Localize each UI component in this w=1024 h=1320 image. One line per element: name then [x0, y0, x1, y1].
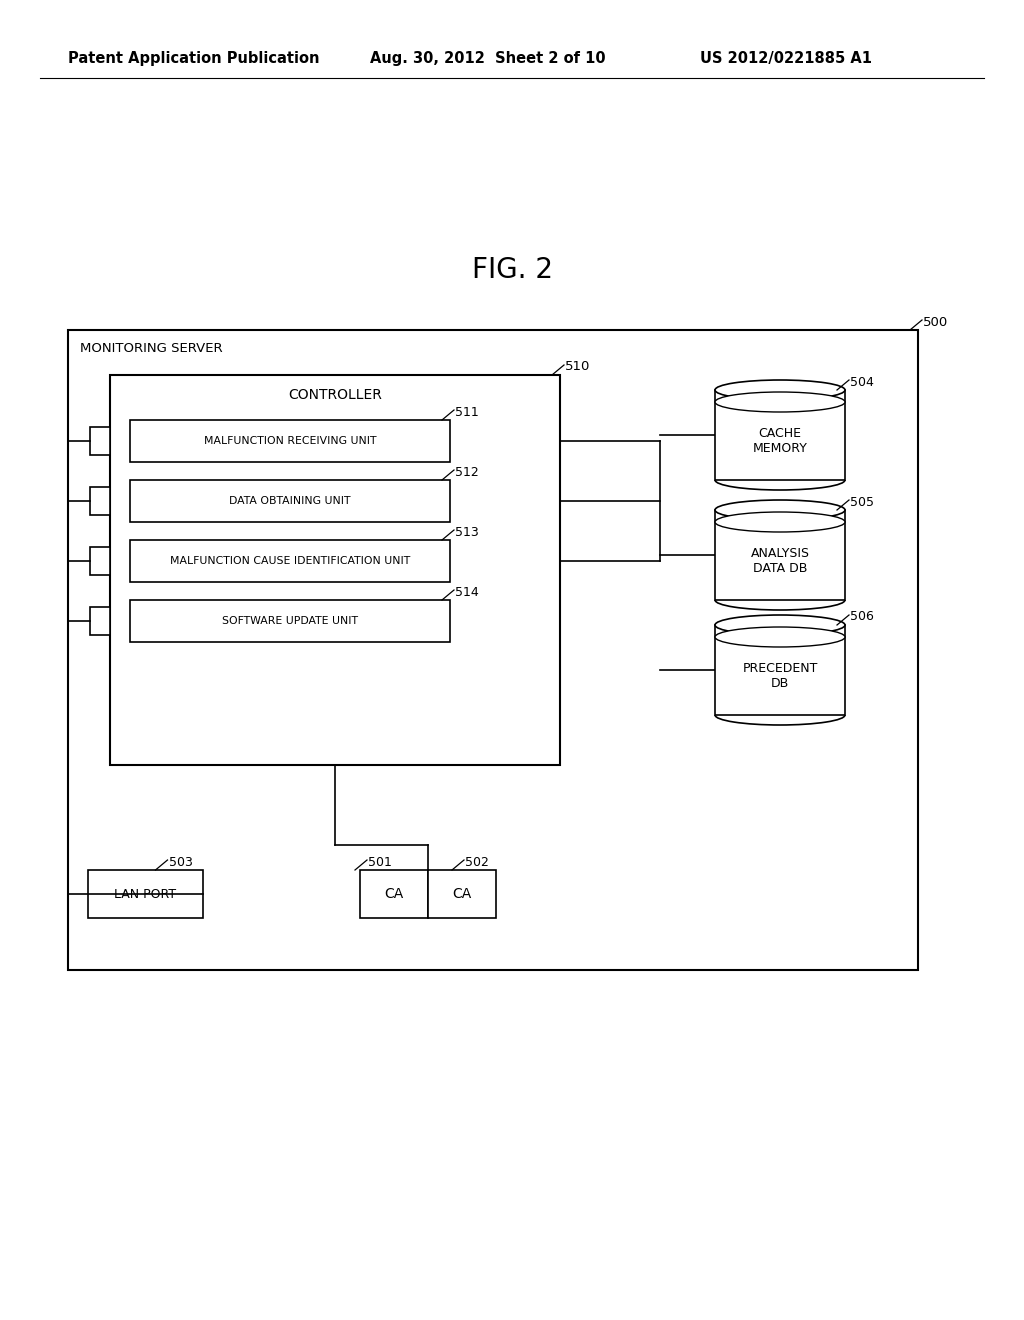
Text: DATA OBTAINING UNIT: DATA OBTAINING UNIT — [229, 496, 351, 506]
Text: 504: 504 — [850, 375, 873, 388]
Text: LAN PORT: LAN PORT — [115, 887, 176, 900]
Bar — [130, 540, 450, 582]
Ellipse shape — [715, 512, 845, 532]
Ellipse shape — [715, 380, 845, 400]
Text: 511: 511 — [455, 405, 479, 418]
Text: SOFTWARE UPDATE UNIT: SOFTWARE UPDATE UNIT — [222, 616, 358, 626]
Bar — [428, 870, 496, 917]
Text: Aug. 30, 2012  Sheet 2 of 10: Aug. 30, 2012 Sheet 2 of 10 — [370, 50, 605, 66]
Text: 505: 505 — [850, 495, 874, 508]
Bar — [90, 426, 110, 455]
Text: MALFUNCTION RECEIVING UNIT: MALFUNCTION RECEIVING UNIT — [204, 436, 376, 446]
Bar — [130, 601, 450, 642]
Text: 512: 512 — [455, 466, 479, 479]
Ellipse shape — [715, 627, 845, 647]
Bar — [90, 546, 110, 576]
Text: 506: 506 — [850, 610, 873, 623]
Text: 503: 503 — [169, 855, 193, 869]
Text: 500: 500 — [923, 315, 948, 329]
Bar — [360, 870, 428, 917]
Text: CACHE
MEMORY: CACHE MEMORY — [753, 426, 808, 455]
Text: US 2012/0221885 A1: US 2012/0221885 A1 — [700, 50, 872, 66]
Text: Patent Application Publication: Patent Application Publication — [68, 50, 319, 66]
Text: CA: CA — [384, 887, 403, 902]
Text: CONTROLLER: CONTROLLER — [288, 388, 382, 403]
Bar — [110, 375, 560, 766]
Bar — [130, 420, 450, 462]
Text: ANALYSIS
DATA DB: ANALYSIS DATA DB — [751, 546, 810, 576]
Bar — [68, 330, 918, 970]
Ellipse shape — [715, 615, 845, 635]
Text: MONITORING SERVER: MONITORING SERVER — [80, 342, 222, 355]
Bar — [715, 510, 845, 601]
Text: 502: 502 — [465, 855, 488, 869]
Bar — [90, 607, 110, 635]
Bar — [715, 389, 845, 480]
Bar — [88, 870, 203, 917]
Text: 501: 501 — [368, 855, 392, 869]
Text: 514: 514 — [455, 586, 479, 598]
Text: FIG. 2: FIG. 2 — [471, 256, 553, 284]
Text: PRECEDENT
DB: PRECEDENT DB — [742, 663, 818, 690]
Ellipse shape — [715, 392, 845, 412]
Text: 513: 513 — [455, 525, 479, 539]
Text: MALFUNCTION CAUSE IDENTIFICATION UNIT: MALFUNCTION CAUSE IDENTIFICATION UNIT — [170, 556, 411, 566]
Bar — [715, 624, 845, 715]
Text: 510: 510 — [565, 360, 591, 374]
Bar — [130, 480, 450, 521]
Ellipse shape — [715, 500, 845, 520]
Text: CA: CA — [453, 887, 472, 902]
Bar — [90, 487, 110, 515]
